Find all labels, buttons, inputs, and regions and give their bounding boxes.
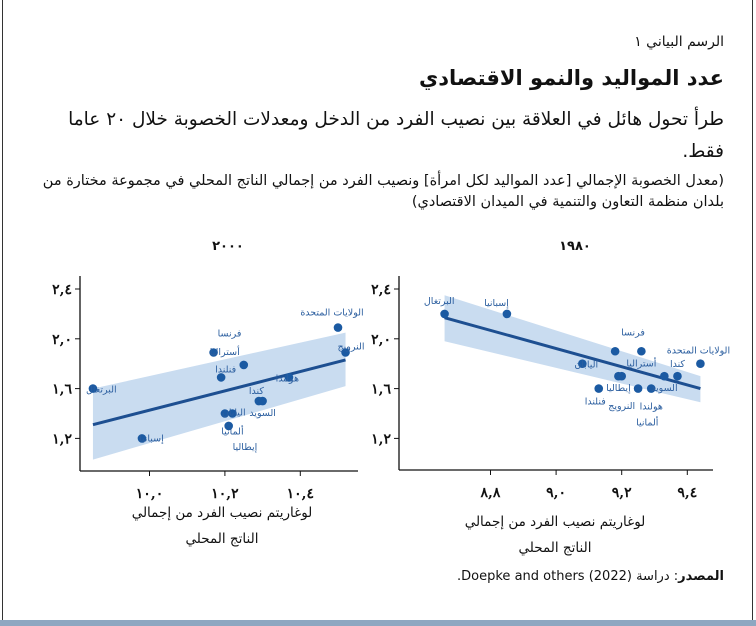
source-text: : دراسة (2022) Doepke and others. [457,569,679,584]
data-point [228,409,237,418]
frame-border-right [752,0,753,620]
point-label: إيطاليا [233,442,258,453]
point-label: فنلندا [215,364,236,375]
x-tick-label: ١٠,٠ [136,486,163,502]
x-axis-label-line2: الناتج المحلي [186,531,259,547]
point-label: البرتغال [86,385,117,396]
x-axis-label-line2: الناتج المحلي [519,540,592,556]
data-point [258,396,267,406]
x-axis-label-line1: لوغاريتم نصيب الفرد من إجمالي [132,505,313,521]
fit-line [92,358,346,427]
y-tick-label: ١,٢ [371,431,391,447]
figure-note: (معدل الخصوبة الإجمالي [عدد المواليد لكل… [42,173,724,210]
data-point [578,359,587,369]
data-point [637,346,646,356]
point-label: هولندا [276,373,299,384]
data-point [673,371,682,381]
figure-label: الرسم البياني ١ [634,34,724,50]
data-point [216,373,226,382]
point-label: اليابان [574,360,598,371]
y-tick-label: ١,٦ [371,382,391,398]
point-label: السويد [651,383,678,394]
data-point [617,371,626,381]
data-point [137,434,147,443]
point-label: النرويج [338,341,365,352]
y-tick-label: ٢,٤ [371,282,391,298]
panel-title: ٢٠٠٠ [212,239,244,254]
figure-subtitle: طرأ تحول هائل في العلاقة بين نصيب الفرد … [68,109,724,162]
point-label: ألمانيا [221,425,244,438]
y-tick-label: ٢,٠ [371,332,391,348]
point-label: الولايات المتحدة [300,308,363,319]
fit-line [444,316,701,391]
data-point [610,346,620,356]
x-axis-label-line1: لوغاريتم نصيب الفرد من إجمالي [465,514,646,530]
point-label: فنلندا [585,397,606,408]
data-point [220,409,230,418]
x-tick-label: ١٠,٤ [287,486,314,502]
data-point [224,421,233,431]
figure-title: عدد المواليد والنمو الاقتصادي [418,66,724,90]
data-point [660,371,669,381]
point-label: الولايات المتحدة [667,346,730,357]
data-point [696,359,705,369]
point-label: كندا [249,386,264,397]
y-tick-label: ١,٢ [52,431,72,447]
x-tick-label: ٩,٠ [546,485,566,501]
data-point [284,373,294,382]
x-tick-label: ١٠,٢ [211,486,239,502]
data-point [594,384,604,393]
point-label: فرنسا [218,328,242,339]
y-tick-label: ٢,٤ [52,282,72,298]
confidence-band [444,295,701,403]
data-point [341,348,350,357]
point-label: إيطاليا [606,383,631,394]
y-tick-label: ١,٦ [52,382,72,398]
point-label: أستراليا [210,345,240,358]
point-label: ألمانيا [636,416,659,429]
point-label: السويد [249,408,276,419]
source-label: المصدر [678,569,724,584]
data-point [502,309,512,319]
y-tick-label: ٢,٠ [52,332,72,348]
point-label: النرويج [608,401,635,412]
source-note: المصدر: دراسة (2022) Doepke and others. [457,569,724,584]
point-label: كندا [670,359,685,370]
data-point [633,384,643,393]
x-tick-label: ٩,٤ [677,485,697,501]
point-label: البرتغال [424,296,455,307]
point-label: فرنسا [621,327,645,338]
data-point [440,309,449,319]
point-label: إسبانيا [484,298,509,309]
data-point [646,384,656,393]
frame-border-left [2,0,3,620]
data-point [239,360,249,370]
point-label: أستراليا [626,356,656,369]
bottom-bar [0,620,756,626]
x-tick-label: ٩,٢ [612,485,632,501]
panel-2000: ٢٠٠٠ لوغاريتم نصيب الفرد من إجمالي النات… [52,239,364,547]
point-label: اليابان [222,408,246,419]
panel-title: ١٩٨٠ [559,239,591,254]
point-label: هولندا [640,402,663,413]
x-tick-label: ٨,٨ [480,485,501,501]
panel-1980: ١٩٨٠ لوغاريتم نصيب الفرد من إجمالي النات… [371,239,730,556]
data-point [88,384,98,393]
data-point [333,323,343,332]
point-label: إسبانيا [139,433,164,444]
data-point [209,348,218,357]
confidence-band [92,332,346,460]
